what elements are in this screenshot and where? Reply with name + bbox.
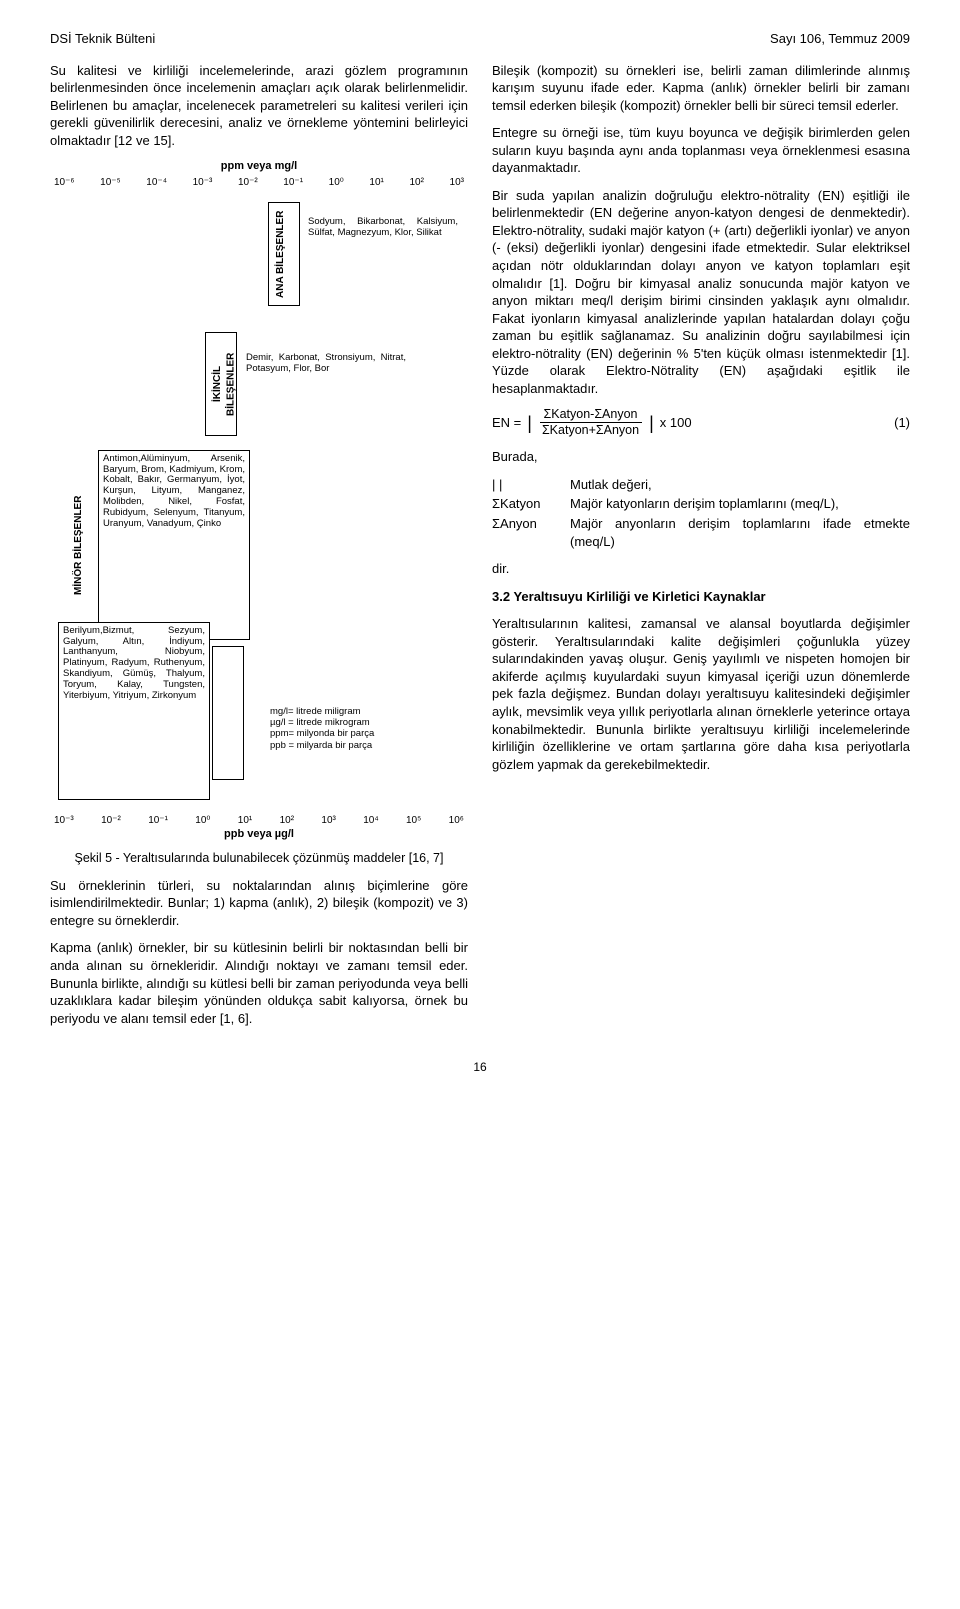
label-ana: ANA BİLEŞENLER [274, 208, 288, 300]
tick: 10⁻⁴ [146, 176, 167, 190]
eq-numerator: ΣKatyon-ΣAnyon [540, 407, 642, 423]
box-minor: Antimon,Alüminyum, Arsenik, Baryum, Brom… [98, 450, 250, 640]
right-para-3: Bir suda yapılan analizin doğruluğu elek… [492, 187, 910, 398]
tick: 10³ [450, 176, 464, 190]
def-key: | | [492, 476, 562, 494]
header-right: Sayı 106, Temmuz 2009 [770, 30, 910, 48]
tick: 10³ [321, 814, 335, 828]
defs-end: dir. [492, 560, 910, 578]
top-axis-label: ppm veya mg/l [50, 159, 468, 174]
eq-denominator: ΣKatyon+ΣAnyon [538, 423, 643, 438]
tick: 10² [280, 814, 294, 828]
tick: 10⁻⁶ [54, 176, 75, 190]
tick: 10⁻² [238, 176, 258, 190]
tick: 10⁻¹ [148, 814, 168, 828]
page-header: DSİ Teknik Bülteni Sayı 106, Temmuz 2009 [50, 30, 910, 48]
tick: 10¹ [369, 176, 383, 190]
figure-caption: Şekil 5 - Yeraltısularında bulunabilecek… [50, 850, 468, 867]
page-number: 16 [50, 1059, 910, 1075]
def-key: ΣKatyon [492, 495, 562, 513]
tick: 10⁻³ [54, 814, 74, 828]
def-key: ΣAnyon [492, 515, 562, 550]
bottom-axis: 10⁻³ 10⁻² 10⁻¹ 10⁰ 10¹ 10² 10³ 10⁴ 10⁵ 1… [50, 814, 468, 842]
tick: 10⁰ [195, 814, 210, 828]
tick: 10⁻¹ [283, 176, 303, 190]
left-para-1: Su kalitesi ve kirliliği incelemelerinde… [50, 62, 468, 150]
section-title: 3.2 Yeraltısuyu Kirliliği ve Kirletici K… [492, 588, 910, 606]
eq-mult: x 100 [660, 414, 692, 432]
label-minor: MİNÖR BİLEŞENLER [72, 480, 86, 610]
abs-open: | [527, 411, 532, 435]
text-ikincil: Demir, Karbonat, Stronsiyum, Nitrat, Pot… [246, 352, 406, 375]
tick: 10⁻³ [193, 176, 213, 190]
top-axis: ppm veya mg/l 10⁻⁶ 10⁻⁵ 10⁻⁴ 10⁻³ 10⁻² 1… [50, 159, 468, 189]
tick: 10² [409, 176, 423, 190]
header-left: DSİ Teknik Bülteni [50, 30, 155, 48]
tick: 10⁰ [329, 176, 344, 190]
bottom-axis-label: ppb veya µg/l [50, 827, 468, 842]
tick: 10⁵ [406, 814, 421, 828]
text-iz: Berilyum,Bizmut, Sezyum, Galyum, Altın, … [63, 625, 205, 702]
abs-close: | [649, 411, 654, 435]
right-para-1: Bileşik (kompozit) su örnekleri ise, bel… [492, 62, 910, 115]
eq-fraction: ΣKatyon-ΣAnyon ΣKatyon+ΣAnyon [538, 407, 643, 438]
bottom-axis-ticks: 10⁻³ 10⁻² 10⁻¹ 10⁰ 10¹ 10² 10³ 10⁴ 10⁵ 1… [50, 814, 468, 828]
unit-note: mg/l= litrede miligram µg/l = litrede mi… [270, 706, 460, 752]
def-row: ΣKatyon Majör katyonların derişim toplam… [492, 495, 910, 513]
defs-intro: Burada, [492, 448, 910, 466]
def-val: Majör katyonların derişim toplamlarını (… [570, 495, 910, 513]
left-column: Su kalitesi ve kirliliği incelemelerinde… [50, 62, 468, 1038]
left-para-3: Kapma (anlık) örnekler, bir su kütlesini… [50, 939, 468, 1027]
def-row: | | Mutlak değeri, [492, 476, 910, 494]
text-minor: Antimon,Alüminyum, Arsenik, Baryum, Brom… [103, 453, 245, 530]
equation-1: EN = | ΣKatyon-ΣAnyon ΣKatyon+ΣAnyon | x… [492, 407, 910, 438]
tick: 10⁶ [449, 814, 464, 828]
top-axis-ticks: 10⁻⁶ 10⁻⁵ 10⁻⁴ 10⁻³ 10⁻² 10⁻¹ 10⁰ 10¹ 10… [50, 176, 468, 190]
box-iz-label [212, 646, 244, 780]
right-para-4: Yeraltısularının kalitesi, zamansal ve a… [492, 615, 910, 773]
tick: 10⁻² [101, 814, 121, 828]
box-iz: Berilyum,Bizmut, Sezyum, Galyum, Altın, … [58, 622, 210, 800]
tick: 10¹ [238, 814, 252, 828]
eq-number: (1) [894, 414, 910, 432]
def-val: Majör anyonların derişim toplamlarını if… [570, 515, 910, 550]
left-para-2: Su örneklerinin türleri, su noktalarında… [50, 877, 468, 930]
def-row: ΣAnyon Majör anyonların derişim toplamla… [492, 515, 910, 550]
two-column-layout: Su kalitesi ve kirliliği incelemelerinde… [50, 62, 910, 1038]
tick: 10⁻⁵ [100, 176, 121, 190]
definitions: | | Mutlak değeri, ΣKatyon Majör katyonl… [492, 476, 910, 550]
label-ikincil: İKİNCİL BİLEŞENLER [211, 338, 238, 430]
diagram-body: ANA BİLEŞENLER Sodyum, Bikarbonat, Kalsi… [50, 192, 468, 812]
tick: 10⁴ [363, 814, 378, 828]
eq-lhs: EN = [492, 414, 521, 432]
text-ana: Sodyum, Bikarbonat, Kalsiyum, Sülfat, Ma… [308, 216, 458, 239]
right-column: Bileşik (kompozit) su örnekleri ise, bel… [492, 62, 910, 1038]
figure-5: ppm veya mg/l 10⁻⁶ 10⁻⁵ 10⁻⁴ 10⁻³ 10⁻² 1… [50, 159, 468, 842]
right-para-2: Entegre su örneği ise, tüm kuyu boyunca … [492, 124, 910, 177]
def-val: Mutlak değeri, [570, 476, 910, 494]
